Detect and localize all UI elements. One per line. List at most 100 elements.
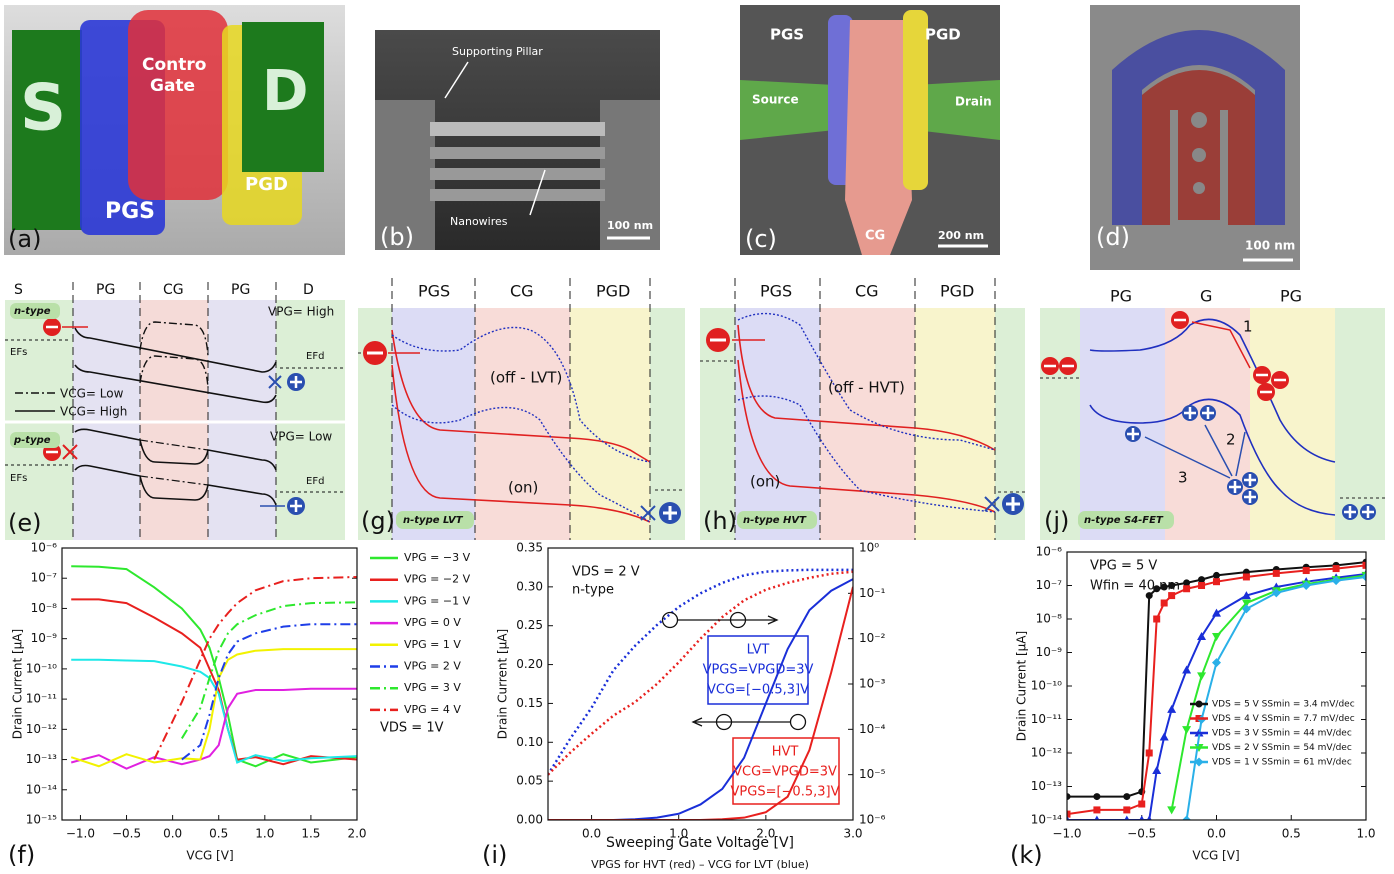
arrow — [693, 718, 791, 726]
annotation: VCG=[−0.5,3]V — [707, 683, 809, 698]
marker — [1093, 793, 1100, 800]
label: 2 — [1226, 431, 1236, 449]
plot-frame — [62, 548, 357, 820]
source-region — [740, 80, 835, 140]
panel-e: S PG CG PG D n-type VPG= High EFs EFd VC… — [5, 282, 345, 540]
scale-label: 100 nm — [1245, 239, 1295, 253]
marker — [1182, 726, 1191, 734]
legend-label: VPG = 4 V — [404, 703, 461, 716]
x-tick-label: −0.5 — [1127, 827, 1156, 841]
series-line — [182, 602, 357, 738]
label: Gate — [150, 76, 195, 96]
legend-label: VDS = 1 V SSmin = 61 mV/dec — [1212, 758, 1352, 768]
y-tick-label: 10⁻⁹ — [1036, 645, 1063, 659]
panel-c: PGS PGD Source Drain CG 200 nm (c) — [740, 5, 1000, 255]
y-tick-label: 0.15 — [516, 696, 543, 710]
legend-label: VPG = −2 V — [404, 573, 471, 586]
header: PG — [1280, 287, 1302, 306]
label: VCG= Low — [60, 387, 124, 401]
series-line — [1172, 575, 1366, 810]
header: PG — [1110, 287, 1132, 306]
panel-label: (f) — [8, 841, 35, 869]
badge-label: n-type — [14, 306, 51, 317]
y-tick-label: 10⁻¹³ — [1031, 779, 1062, 793]
cg-block — [128, 10, 228, 200]
y-tick-label: 0.30 — [516, 579, 543, 593]
arrow — [677, 616, 777, 624]
annotation: VDS = 1V — [380, 721, 444, 736]
legend-label: VPG = 0 V — [404, 616, 461, 629]
y-tick-label: 10⁻¹⁰ — [26, 661, 57, 675]
panel-label: (j) — [1044, 507, 1069, 535]
region — [276, 300, 345, 540]
label: VPG= Low — [270, 430, 332, 444]
marker — [1160, 733, 1169, 741]
legend-label: VPG = −1 V — [404, 594, 471, 607]
panel-label: (d) — [1096, 223, 1130, 251]
y-tick-label: 0.10 — [516, 735, 543, 749]
x-axis-label: Sweeping Gate Voltage [V] — [606, 835, 794, 851]
y2-tick-label: 10⁰ — [859, 541, 879, 555]
region — [140, 300, 208, 540]
legend-label: VDS = 4 V SSmin = 7.7 mV/dec — [1212, 714, 1355, 724]
legend-label: VDS = 2 V SSmin = 54 mV/dec — [1212, 743, 1352, 753]
legend-label: VPG = 1 V — [404, 638, 461, 651]
region — [1335, 308, 1385, 540]
panel-label: (b) — [380, 223, 414, 251]
marker — [1152, 766, 1161, 774]
marker — [1197, 672, 1206, 680]
y-axis-label: Drain Current [μA] — [1015, 631, 1029, 741]
y-tick-label: 10⁻⁶ — [1036, 545, 1063, 559]
x-tick-label: 1.5 — [301, 827, 320, 841]
panel-b: Supporting Pillar Nanowires 100 nm (b) — [375, 30, 660, 251]
nanowire — [1193, 182, 1205, 194]
x-tick-label: 0.0 — [1207, 827, 1226, 841]
label: 3 — [1178, 469, 1188, 487]
x-tick-label: 0.5 — [1282, 827, 1301, 841]
panel-label: (e) — [8, 509, 42, 537]
header: D — [303, 282, 314, 298]
marker — [1273, 570, 1280, 577]
label: D — [262, 59, 308, 124]
panel-label: (c) — [745, 225, 777, 253]
y-tick-label: 10⁻¹³ — [26, 752, 57, 766]
panel-a: S D Contro Gate PGS PGD (a) — [4, 5, 345, 255]
badge-label: n-type S4-FET — [1084, 515, 1164, 526]
nanowire — [1191, 112, 1207, 128]
panel-h: PGS CG PGD (off - HVT) (on) n-type HVT (… — [700, 278, 1025, 540]
region — [208, 300, 276, 540]
label: CG — [865, 229, 885, 244]
series-line — [71, 649, 357, 766]
marker — [1123, 793, 1130, 800]
label: VCG= High — [60, 405, 127, 419]
panel-label: (g) — [361, 507, 395, 535]
y-tick-label: 10⁻¹⁴ — [26, 782, 57, 796]
label: Drain — [955, 95, 992, 109]
label: Supporting Pillar — [452, 45, 543, 58]
panel-label: (k) — [1010, 841, 1043, 869]
marker — [1213, 572, 1220, 579]
x-tick-label: 0.0 — [163, 827, 182, 841]
marker — [1123, 806, 1130, 813]
panel-d: 100 nm (d) — [1090, 5, 1300, 270]
badge-label: n-type HVT — [743, 515, 807, 526]
marker — [1333, 565, 1340, 572]
y-axis-label: Drain Current [μA] — [11, 629, 25, 739]
y-tick-label: 0.25 — [516, 618, 543, 632]
label: PGS — [770, 26, 804, 44]
badge-label: p-type — [13, 435, 51, 446]
header: CG — [855, 282, 879, 301]
annotation-circle — [791, 715, 806, 730]
label: EFd — [306, 476, 324, 487]
region — [5, 300, 73, 540]
annotation: VPGS=[−0.5,3]V — [731, 785, 840, 800]
marker — [1212, 609, 1221, 617]
annotation: VPG = 5 V — [1090, 559, 1157, 574]
y-tick-label: 10⁻⁸ — [1036, 612, 1063, 626]
y-tick-label: 10⁻⁶ — [31, 541, 58, 555]
nanowire — [430, 189, 605, 201]
legend-label: VPG = 3 V — [404, 681, 461, 694]
region — [1040, 308, 1080, 540]
label: Contro — [142, 55, 206, 75]
y-tick-label: 10⁻¹¹ — [1031, 712, 1062, 726]
